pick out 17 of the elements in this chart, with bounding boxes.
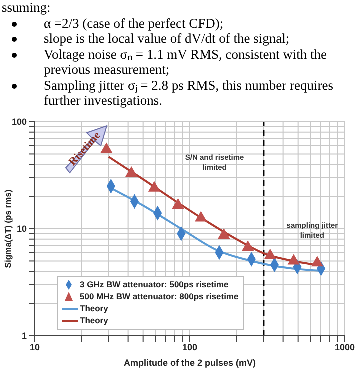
y-axis-title: Sigma(ΔT) (ps rms) [3, 190, 14, 268]
x-tick-label: 100 [182, 342, 198, 352]
y-tick-label: 100 [12, 117, 27, 128]
x-tick-label: 1000 [334, 342, 356, 352]
y-tick-label: 1 [22, 331, 27, 342]
text: Sampling jitter σⱼ = 2.8 ps RMS, this number requires further investigations. [44, 78, 334, 108]
legend-label: 3 GHz BW attenuator: 500ps risetime [79, 279, 230, 292]
chart-title: ssuming: [2, 0, 52, 16]
y-tick-label: 10 [16, 224, 27, 234]
text: slope is the local value of dV/dt of the signal; [44, 31, 290, 46]
legend-label: 500 MHz BW attenuator: 800ps risetime [79, 291, 239, 304]
text: Voltage noise σₙ = 1.1 mV RMS, consistent with the previous measurement; [44, 46, 328, 77]
x-tick-label: 10 [30, 342, 40, 352]
legend-label: Theory [79, 303, 110, 316]
x-axis-title: Amplitude of the 2 pulses (mV) [124, 358, 256, 368]
text: α =2/3 (case of the perfect CFD); [44, 16, 224, 30]
legend-label: Theory [79, 315, 110, 328]
